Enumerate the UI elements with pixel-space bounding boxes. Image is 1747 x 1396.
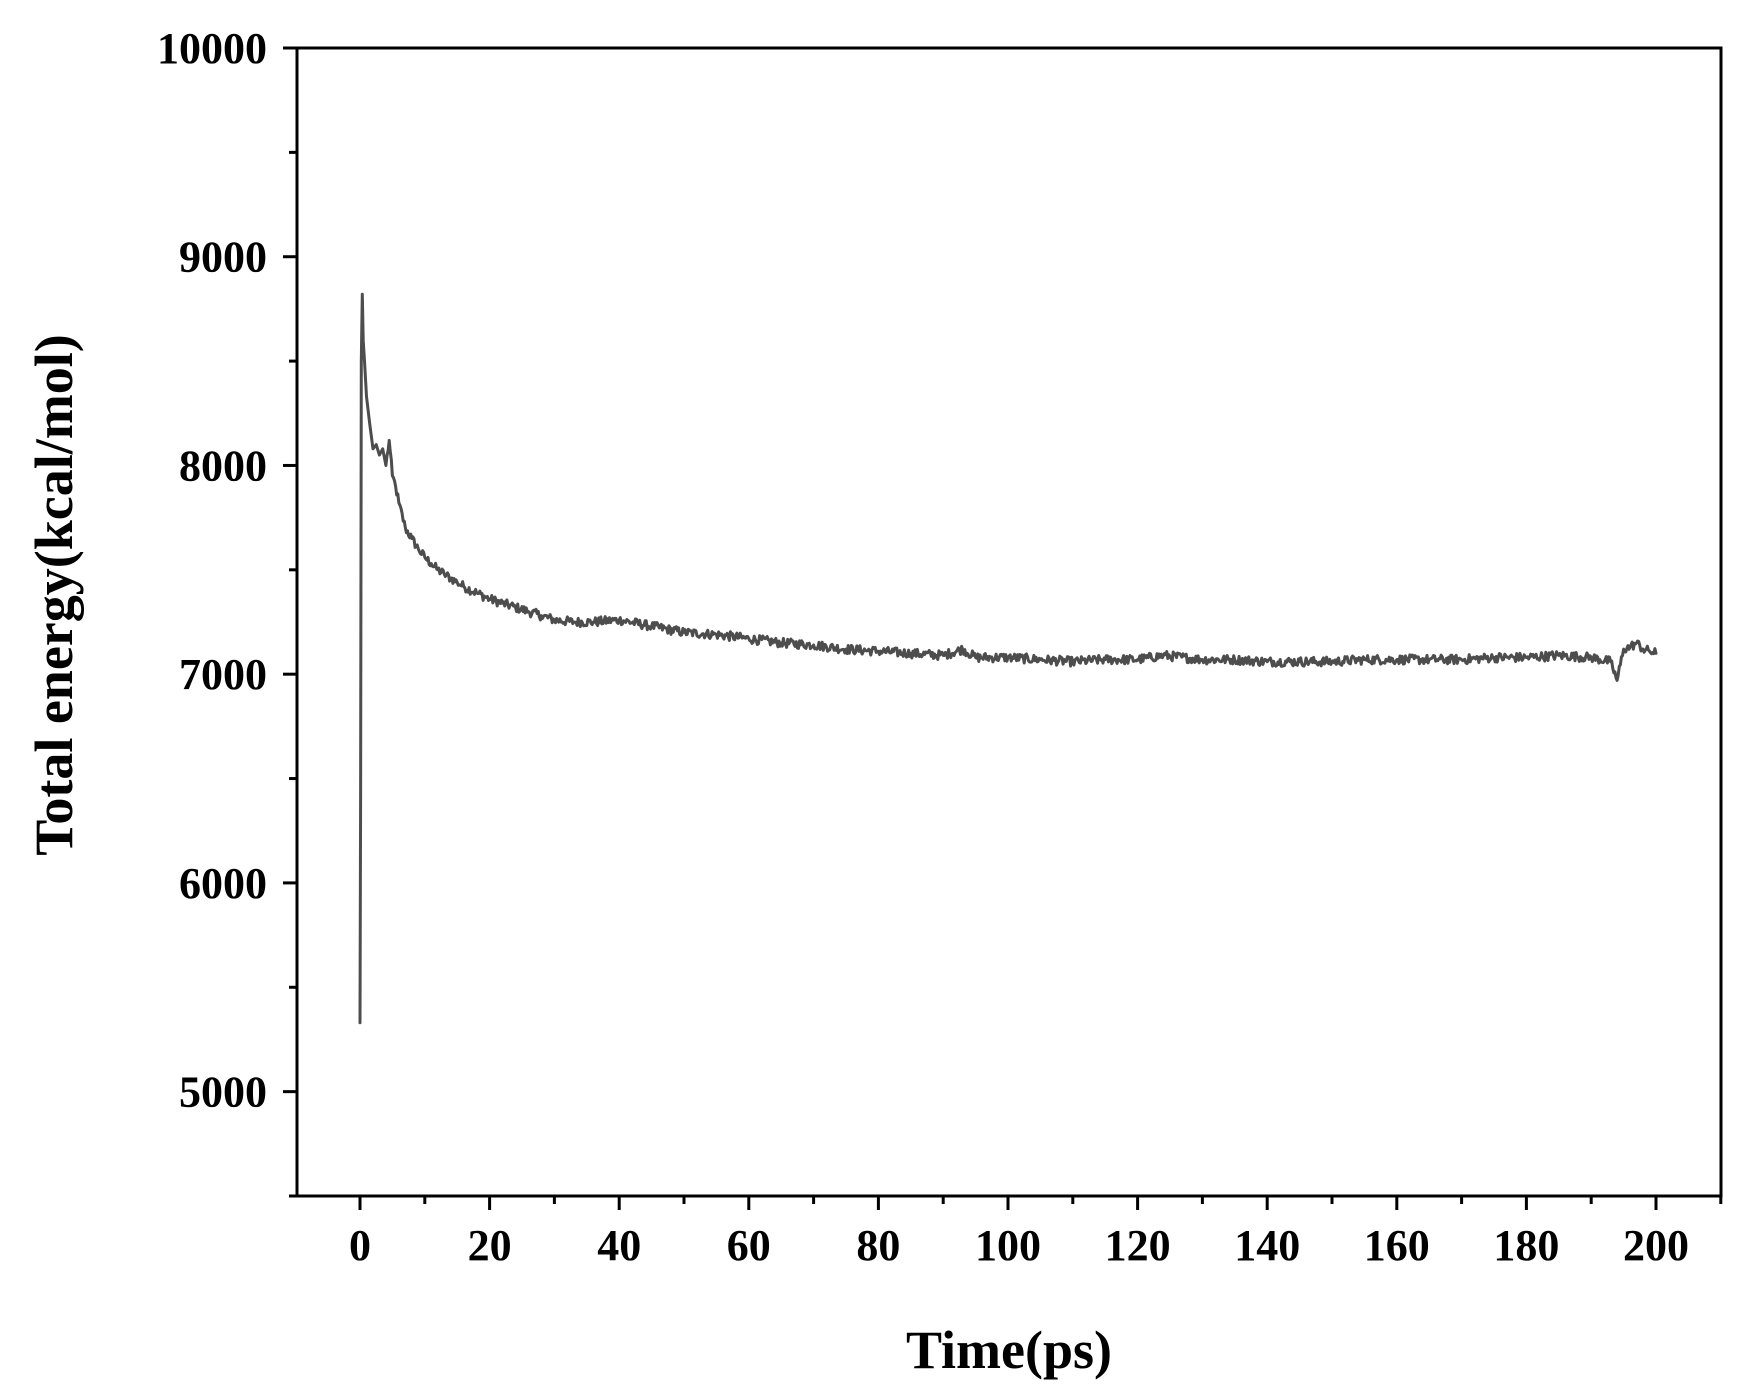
x-tick-label: 40 <box>597 1221 641 1270</box>
x-tick-label: 120 <box>1105 1221 1171 1270</box>
x-axis-ticks <box>358 1196 1723 1210</box>
x-tick-label: 200 <box>1623 1221 1689 1270</box>
plot-frame <box>295 46 1723 1198</box>
x-tick-label: 0 <box>349 1221 371 1270</box>
x-tick-label: 140 <box>1234 1221 1300 1270</box>
x-axis-title: Time(ps) <box>906 1320 1112 1380</box>
y-axis-title: Total energy(kcal/mol) <box>24 334 84 855</box>
x-axis-tick-labels: 0 20 40 60 80 100 120 140 160 180 200 <box>349 1221 1689 1270</box>
x-tick-label: 80 <box>856 1221 900 1270</box>
y-tick-label: 5000 <box>179 1068 267 1117</box>
y-tick-label: 6000 <box>179 859 267 908</box>
y-axis-ticks <box>283 46 297 1198</box>
x-tick-label: 180 <box>1493 1221 1559 1270</box>
x-tick-label: 160 <box>1364 1221 1430 1270</box>
y-tick-label: 7000 <box>179 650 267 699</box>
y-tick-label: 10000 <box>157 24 267 73</box>
y-tick-label: 8000 <box>179 441 267 490</box>
x-tick-label: 100 <box>975 1221 1041 1270</box>
series-line <box>358 292 1658 1025</box>
y-axis-tick-labels: 5000 6000 7000 8000 9000 10000 <box>157 24 267 1117</box>
x-tick-label: 60 <box>727 1221 771 1270</box>
x-tick-label: 20 <box>468 1221 512 1270</box>
y-tick-label: 9000 <box>179 233 267 282</box>
